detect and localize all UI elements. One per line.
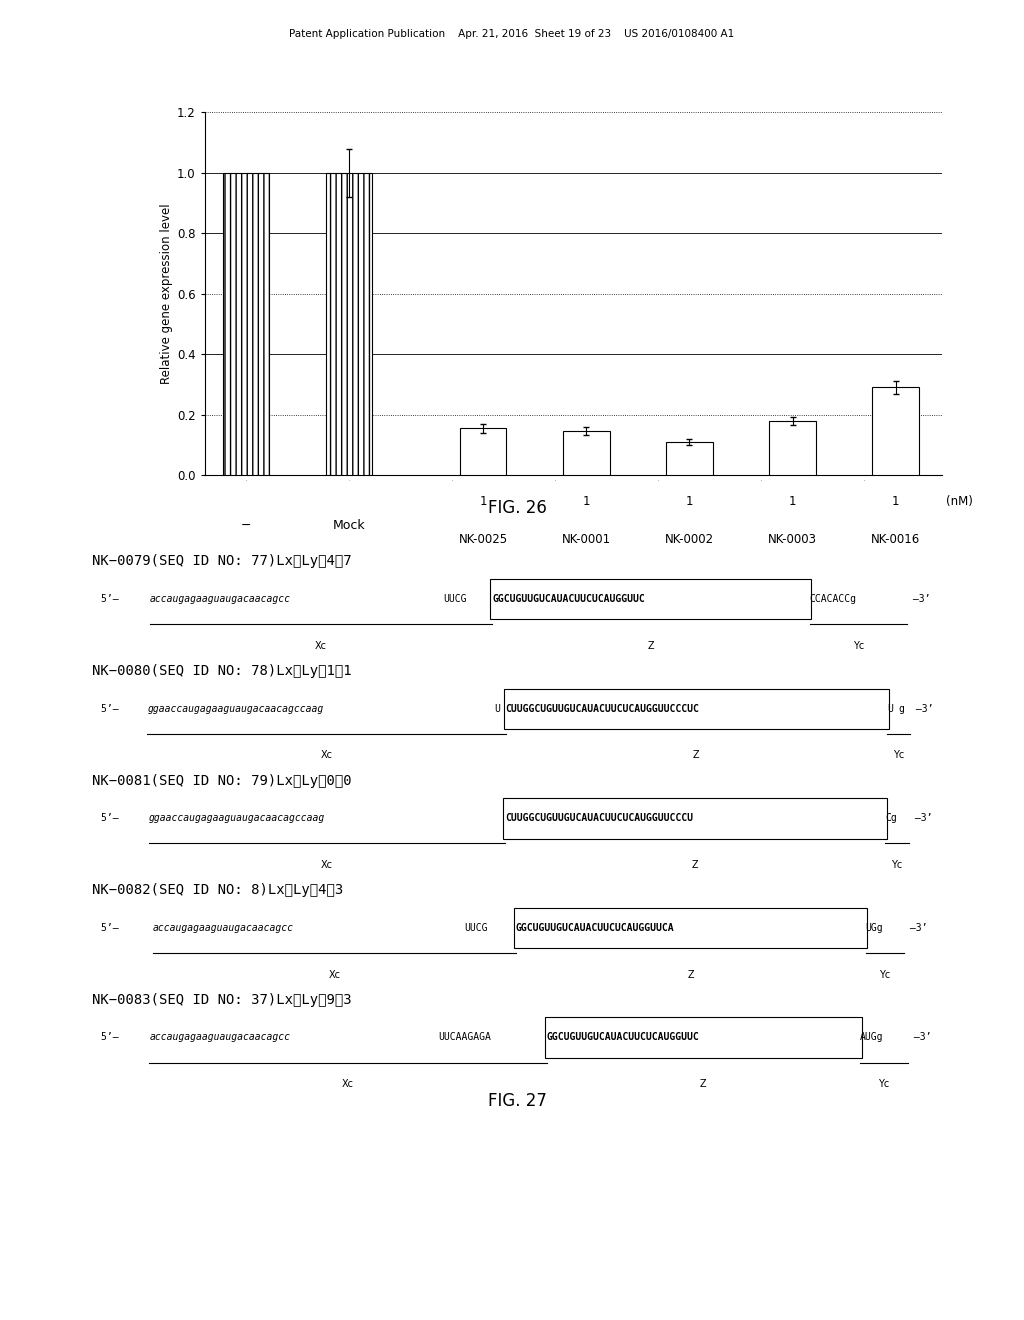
Text: CUUGGCUGUUGUCAUACUUCUCAUGGUUCCCUC: CUUGGCUGUUGUCAUACUUCUCAUGGUUCCCUC [506,704,699,714]
Text: GGCUGUUGUCAUACUUCUCAUGGUUC: GGCUGUUGUCAUACUUCUCAUGGUUC [547,1032,699,1043]
Text: 5’–: 5’– [101,594,125,605]
Text: –3’: –3’ [908,1032,932,1043]
Text: 1: 1 [583,495,590,508]
Bar [667,442,713,475]
Text: GGCUGUUGUCAUACUUCUCAUGGUUC: GGCUGUUGUCAUACUUCUCAUGGUUC [493,594,645,605]
Text: (nM): (nM) [946,495,973,508]
Text: accaugagaaguaugacaacagcc: accaugagaaguaugacaacagcc [150,594,291,605]
Text: Xc: Xc [321,861,333,870]
Text: NK−0083(SEQ ID NO: 37)Lx／Ly＝9／3: NK−0083(SEQ ID NO: 37)Lx／Ly＝9／3 [92,993,352,1007]
Text: 1: 1 [479,495,487,508]
Text: ggaaccaugagaaguaugacaacagccaag: ggaaccaugagaaguaugacaacagccaag [147,704,324,714]
Text: CCACACCg: CCACACCg [810,594,857,605]
Text: NK−0082(SEQ ID NO: 8)Lx／Ly＝4／3: NK−0082(SEQ ID NO: 8)Lx／Ly＝4／3 [92,883,343,898]
Text: Xc: Xc [315,642,327,651]
Text: accaugagaaguaugacaacagcc: accaugagaaguaugacaacagcc [153,923,294,933]
Text: Yc: Yc [853,642,864,651]
Text: Yc: Yc [880,969,891,979]
Text: Z: Z [647,642,654,651]
Text: NK-0001: NK-0001 [562,533,611,546]
Text: Yc: Yc [893,750,904,760]
Text: −: − [241,519,251,532]
Text: CUUGGCUGUUGUCAUACUUCUCAUGGUUCCCU: CUUGGCUGUUGUCAUACUUCUCAUGGUUCCCU [505,813,693,824]
Text: 5’–: 5’– [101,923,125,933]
Text: Z: Z [691,861,698,870]
Text: NK−0080(SEQ ID NO: 78)Lx／Ly＝1／1: NK−0080(SEQ ID NO: 78)Lx／Ly＝1／1 [92,664,352,678]
Text: 1: 1 [892,495,899,508]
Text: 1: 1 [686,495,693,508]
Text: g: g [898,704,904,714]
Text: Xc: Xc [329,969,340,979]
Bar [563,432,609,475]
Text: UUCAAGAGA: UUCAAGAGA [438,1032,492,1043]
Text: AUGg: AUGg [860,1032,884,1043]
Text: UGg: UGg [865,923,884,933]
Text: NK-0003: NK-0003 [768,533,817,546]
Text: –3’: –3’ [904,923,928,933]
Text: 1: 1 [788,495,797,508]
Text: 5’–: 5’– [101,1032,125,1043]
Text: NK-0025: NK-0025 [459,533,508,546]
Text: 5’–: 5’– [101,813,125,824]
Text: Yc: Yc [891,861,902,870]
Text: NK−0081(SEQ ID NO: 79)Lx／Ly＝0／0: NK−0081(SEQ ID NO: 79)Lx／Ly＝0／0 [92,774,352,788]
Text: Z: Z [693,750,699,760]
Text: GGCUGUUGUCAUACUUCUCAUGGUUCA: GGCUGUUGUCAUACUUCUCAUGGUUCA [516,923,675,933]
Text: FIG. 26: FIG. 26 [487,499,547,517]
Bar [326,173,373,475]
Text: UUCG: UUCG [464,923,487,933]
Bar [460,428,507,475]
Text: 5’–: 5’– [101,704,125,714]
Text: FIG. 27: FIG. 27 [487,1092,547,1110]
Text: –3’: –3’ [907,594,931,605]
Text: NK-0016: NK-0016 [871,533,921,546]
Text: Yc: Yc [879,1080,890,1089]
Text: Z: Z [700,1080,707,1089]
Text: accaugagaaguaugacaacagcc: accaugagaaguaugacaacagcc [150,1032,290,1043]
Text: NK−0079(SEQ ID NO: 77)Lx／Ly＝4／7: NK−0079(SEQ ID NO: 77)Lx／Ly＝4／7 [92,554,352,569]
Text: Xc: Xc [321,750,333,760]
Text: U: U [887,704,893,714]
Text: UUCG: UUCG [443,594,467,605]
Y-axis label: Relative gene expression level: Relative gene expression level [160,203,173,384]
Text: Cg: Cg [885,813,897,824]
Text: Xc: Xc [342,1080,354,1089]
Text: –3’: –3’ [910,704,934,714]
Bar [872,388,919,475]
Text: Z: Z [687,969,694,979]
Text: Mock: Mock [333,519,366,532]
Bar [223,173,269,475]
Text: –3’: –3’ [908,813,932,824]
Text: Patent Application Publication    Apr. 21, 2016  Sheet 19 of 23    US 2016/01084: Patent Application Publication Apr. 21, … [290,29,734,40]
Text: NK-0002: NK-0002 [665,533,714,546]
Bar [769,421,816,475]
Text: ggaaccaugagaaguaugacaacagccaag: ggaaccaugagaaguaugacaacagccaag [148,813,325,824]
Text: U: U [494,704,500,714]
